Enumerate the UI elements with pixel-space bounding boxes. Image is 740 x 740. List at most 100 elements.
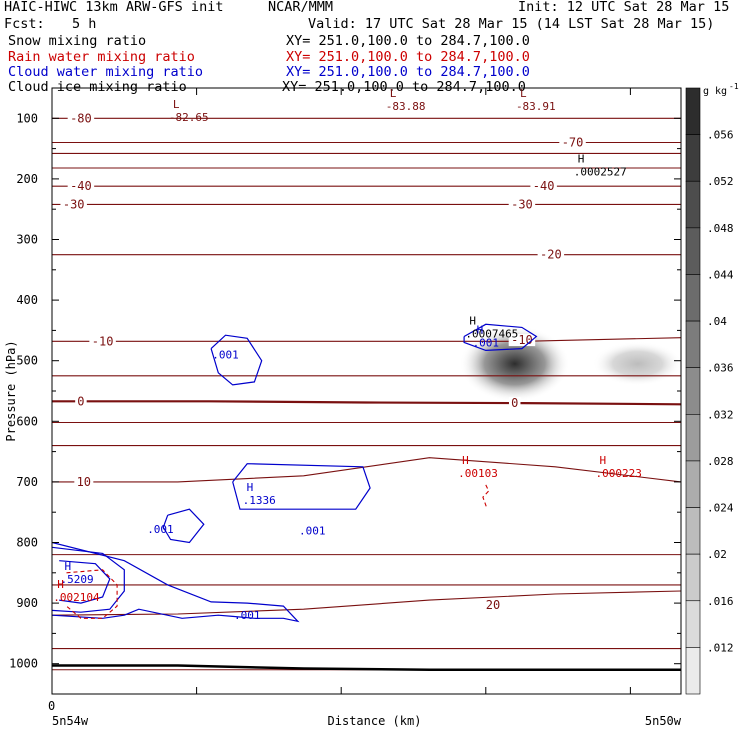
temperature-contour-label: 0 — [77, 394, 84, 408]
extremum-value: .0002527 — [574, 166, 627, 179]
rain-contour — [66, 569, 118, 619]
colorbar-swatch — [685, 553, 701, 602]
extremum-value: .1336 — [243, 494, 276, 507]
temperature-contour — [52, 337, 681, 342]
field-xy-cloud-water: XY= 251.0,100.0 to 284.7,100.0 — [286, 64, 530, 80]
contour-label-bg — [483, 598, 503, 611]
temperature-contour-label: 20 — [486, 598, 500, 612]
field-name-rain: Rain water mixing ratio — [8, 49, 195, 65]
colorbar-swatch — [685, 414, 701, 462]
organization-label: NCAR/MMM — [268, 0, 334, 15]
x-zero-label: 0 — [48, 699, 55, 713]
y-tick-label: 500 — [16, 354, 38, 368]
temperature-contour-label: -10 — [92, 334, 114, 348]
field-xy-rain: XY= 251.0,100.0 to 284.7,100.0 — [286, 49, 530, 65]
extremum-marker: H — [57, 578, 64, 591]
colorbar-tick-label: .012 — [707, 641, 734, 654]
extremum-value: .002104 — [53, 591, 100, 604]
temperature-contour-label: -40 — [533, 179, 555, 193]
extremum-marker: H — [599, 454, 606, 467]
temperature-contour-label: -30 — [511, 197, 533, 211]
temperature-contour-label: 0 — [511, 396, 518, 410]
y-tick-label: 400 — [16, 293, 38, 307]
colorbar-swatch — [685, 180, 701, 229]
cloud-water-contour — [210, 334, 263, 386]
cloud-water-contour — [232, 463, 371, 510]
plot-frame — [51, 87, 682, 695]
extremum-value: .001 — [473, 336, 500, 349]
colorbar-tick-label: .024 — [707, 502, 734, 515]
y-axis-label: Pressure (hPa) — [4, 340, 18, 441]
colorbar-swatch — [685, 647, 701, 695]
colorbar-tick-label: .044 — [707, 268, 734, 281]
y-tick-label: 600 — [16, 414, 38, 428]
contour-label-bg — [60, 198, 87, 211]
extremum-marker: H — [462, 454, 469, 467]
colorbar-tick-label: .052 — [707, 175, 734, 188]
extremum-marker: L — [390, 87, 397, 100]
y-tick-label: 900 — [16, 596, 38, 610]
contour-label: .001 — [299, 524, 326, 537]
terrain-line — [52, 664, 681, 672]
forecast-label: Fcst: — [4, 16, 45, 32]
snow-blob — [592, 341, 681, 386]
contour-label: .001 — [234, 609, 261, 622]
extremum-marker: L — [173, 98, 180, 111]
y-tick-label: 700 — [16, 475, 38, 489]
colorbar-tick-label: .032 — [707, 408, 734, 421]
colorbar-swatch — [685, 507, 701, 555]
field-name-cloud-ice: Cloud ice mixing ratio — [8, 79, 187, 95]
contour-label-bg — [537, 248, 565, 261]
contour-label-bg — [508, 198, 536, 211]
colorbar-tick-label: .036 — [707, 362, 734, 375]
field-name-cloud-water: Cloud water mixing ratio — [8, 64, 204, 80]
extremum-marker: H — [247, 481, 254, 494]
contour-label-bg — [67, 112, 95, 125]
colorbar-swatch — [685, 134, 701, 182]
extremum-value: .5209 — [60, 573, 93, 586]
cloud-water-contour — [162, 508, 205, 544]
y-tick-label: 800 — [16, 536, 38, 550]
temperature-contour — [52, 590, 681, 616]
field-xy-cloud-ice: XY= 251.0,100.0 to 284.7,100.0 — [282, 79, 526, 95]
extremum-value: .0007465 — [465, 327, 518, 340]
extremum-value: -83.91 — [516, 100, 556, 113]
extremum-marker: L — [520, 87, 527, 100]
cloud-water-contour — [59, 560, 111, 604]
temperature-contour-label: -80 — [70, 111, 92, 125]
extremum-value: .00103 — [458, 467, 498, 480]
init-time: Init: 12 UTC Sat 28 Mar 15 — [518, 0, 730, 15]
contour-label: .001 — [212, 349, 239, 362]
y-tick-label: 300 — [16, 233, 38, 247]
y-tick-label: 1000 — [9, 657, 38, 671]
contour-label-bg — [559, 136, 586, 149]
forecast-hour: 5 h — [72, 16, 97, 32]
cloud-water-contour — [52, 541, 300, 623]
temperature-contour-label: -40 — [70, 179, 92, 193]
extremum-marker: H — [469, 314, 476, 327]
x-right-label: 5n50w — [645, 714, 682, 728]
extremum-value: .000223 — [595, 467, 641, 480]
snow-blob — [459, 325, 570, 402]
temperature-contour — [52, 457, 681, 483]
figure-title: HAIC-HIWC 13km ARW-GFS init — [4, 0, 224, 15]
colorbar-swatch — [685, 227, 701, 275]
extremum-marker: H — [578, 153, 585, 166]
contour-label-bg — [530, 180, 557, 193]
temperature-contour-label: 10 — [77, 475, 91, 489]
colorbar-swatch — [685, 367, 701, 415]
contour-label: .001 — [147, 523, 174, 536]
contour-label-bg — [508, 397, 521, 410]
extremum-marker: H — [477, 323, 484, 336]
valid-time: Valid: 17 UTC Sat 28 Mar 15 (14 LST Sat … — [308, 16, 715, 32]
extremum-value: -82.65 — [169, 111, 209, 124]
contour-label-bg — [67, 180, 95, 193]
rain-contour — [482, 484, 490, 510]
colorbar-swatch — [685, 600, 701, 648]
colorbar-unit: g kg — [703, 86, 727, 97]
field-xy-snow: XY= 251.0,100.0 to 284.7,100.0 — [286, 33, 530, 49]
colorbar-tick-label: .02 — [707, 548, 727, 561]
temperature-contour-label: -70 — [562, 136, 584, 150]
colorbar-swatch — [685, 320, 701, 368]
y-tick-label: 200 — [16, 172, 38, 186]
